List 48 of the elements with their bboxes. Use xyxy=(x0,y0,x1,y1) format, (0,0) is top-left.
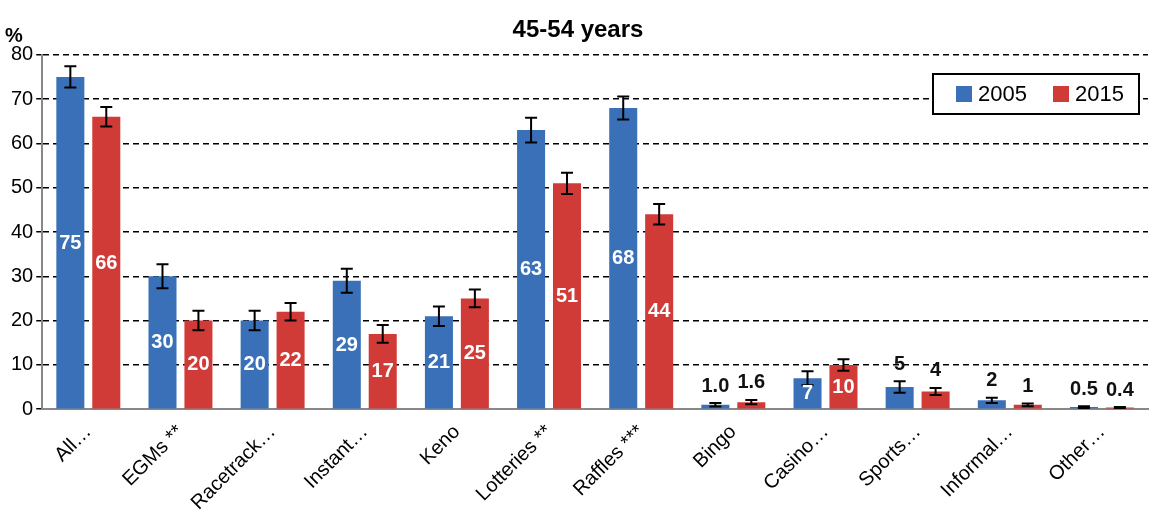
data-label: 0.4 xyxy=(1105,377,1135,400)
legend-label: 2015 xyxy=(1074,80,1124,107)
data-label: 63 xyxy=(519,257,543,280)
bar xyxy=(368,333,397,409)
bar xyxy=(885,387,914,409)
data-label: 51 xyxy=(555,283,579,306)
data-label: 66 xyxy=(95,250,118,273)
bar xyxy=(92,116,121,409)
y-tick-label: 0 xyxy=(22,396,34,419)
data-label: 44 xyxy=(648,299,672,322)
data-label: 0.5 xyxy=(1070,376,1098,399)
bar xyxy=(332,280,361,409)
data-label: 2 xyxy=(986,368,998,391)
bar xyxy=(276,311,305,409)
y-tick-label: 50 xyxy=(11,175,34,198)
y-tick-label: 20 xyxy=(11,308,34,331)
y-tick-label: 10 xyxy=(11,352,34,375)
bar xyxy=(56,76,85,409)
data-label: 30 xyxy=(151,330,174,353)
data-label: 25 xyxy=(463,341,486,364)
x-tick-label: All… xyxy=(49,419,96,466)
data-label: 22 xyxy=(279,348,302,371)
data-label: 20 xyxy=(187,352,210,375)
data-label: 1.0 xyxy=(701,373,730,396)
data-label: 20 xyxy=(243,352,266,375)
bar xyxy=(553,183,582,409)
data-label: 21 xyxy=(427,350,451,373)
legend-label: 2005 xyxy=(978,80,1027,107)
data-label: 1.6 xyxy=(737,370,766,393)
data-label: 17 xyxy=(371,359,394,382)
bar xyxy=(609,107,638,409)
y-tick-label: 60 xyxy=(11,130,34,153)
data-label: 75 xyxy=(59,230,82,253)
data-label: 29 xyxy=(335,332,358,355)
y-tick-label: 30 xyxy=(11,263,34,286)
chart-title: 45-54 years xyxy=(512,15,644,43)
data-label: 1 xyxy=(1022,373,1034,396)
bar xyxy=(460,298,489,409)
bar xyxy=(517,130,546,409)
y-tick-label: 40 xyxy=(11,219,34,242)
bar xyxy=(645,214,674,409)
data-label: 68 xyxy=(612,246,635,269)
bar xyxy=(424,316,453,409)
bar xyxy=(148,276,177,409)
data-label: 10 xyxy=(832,374,855,397)
data-label: 4 xyxy=(930,358,943,381)
data-label: 7 xyxy=(801,381,814,404)
y-tick-label: 70 xyxy=(11,86,34,109)
